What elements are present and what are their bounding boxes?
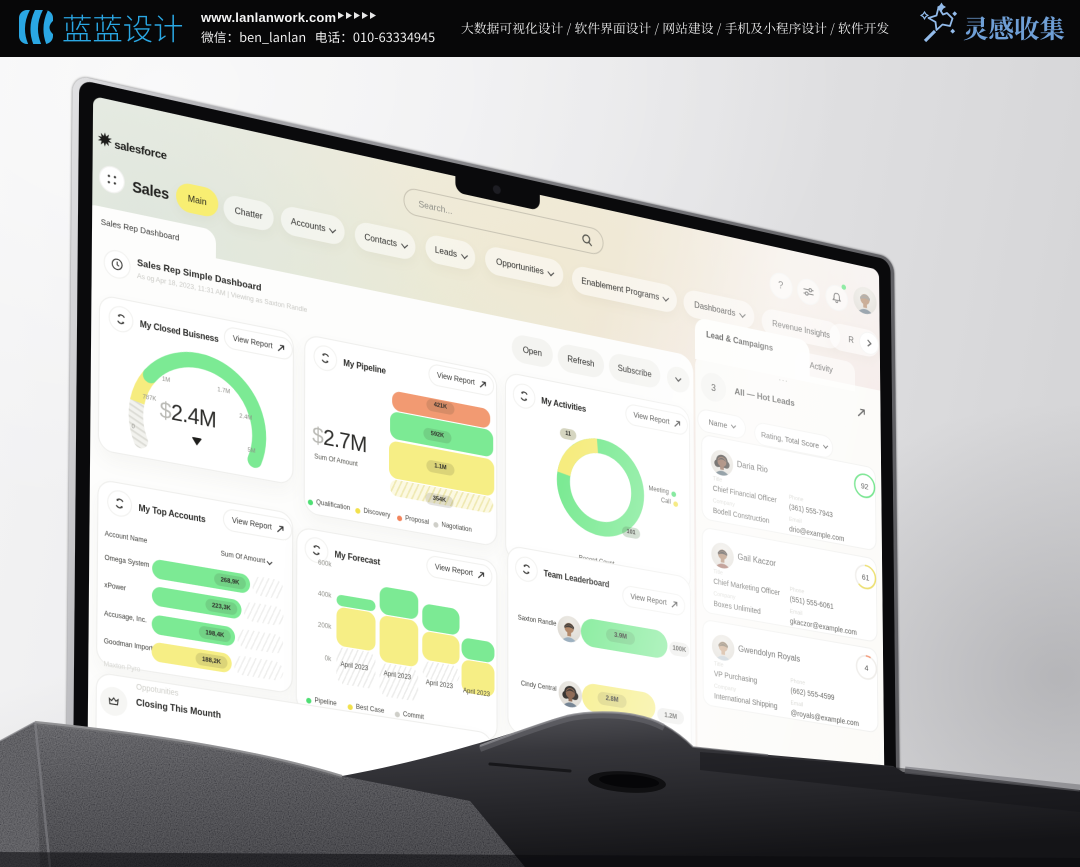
svg-text:www.lanlanwork.com: www.lanlanwork.com [200,10,336,25]
